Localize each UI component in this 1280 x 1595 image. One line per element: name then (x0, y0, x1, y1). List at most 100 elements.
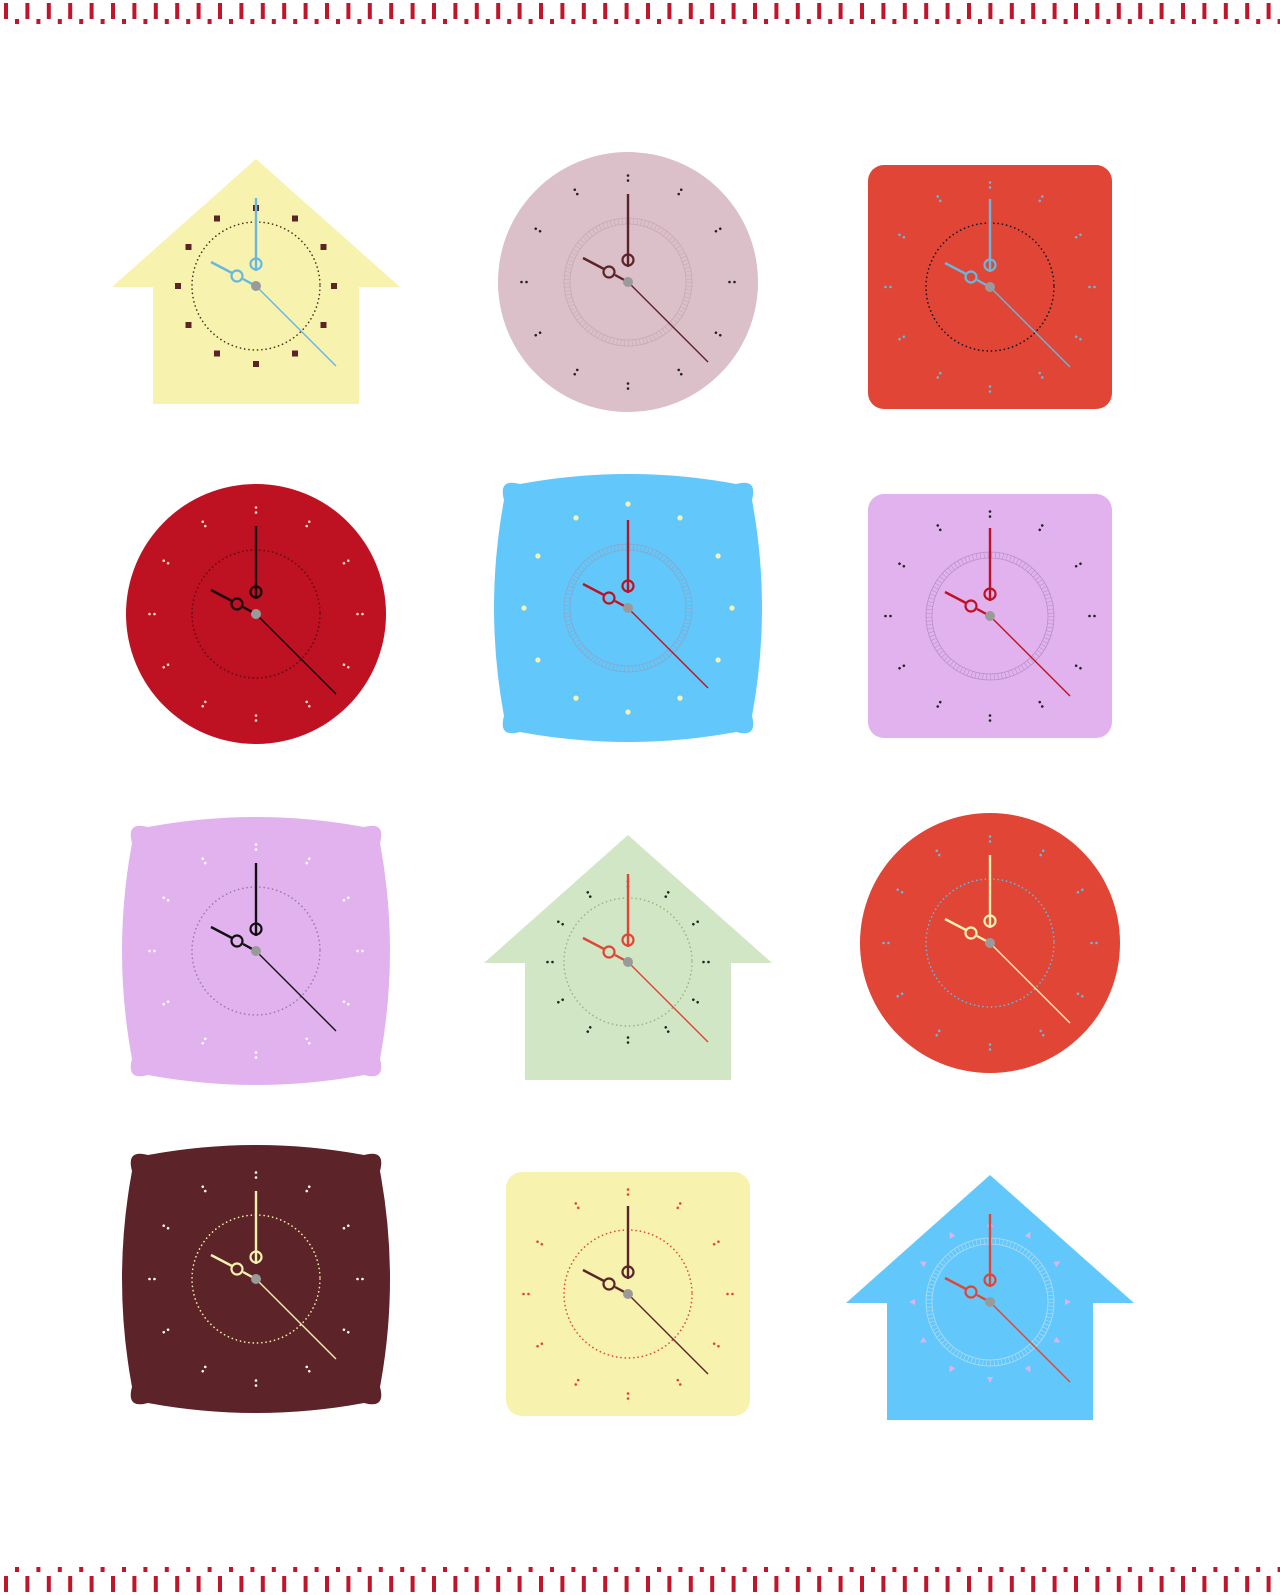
border-tick (271, 1567, 276, 1572)
border-dash (688, 1576, 693, 1592)
border-dash (303, 3, 308, 19)
clock-3 (868, 165, 1112, 409)
hour-marker (305, 520, 311, 528)
hour-marker (1039, 849, 1045, 857)
border-tick (1234, 1567, 1239, 1572)
border-tick (122, 1567, 126, 1572)
border-dash (646, 1576, 650, 1592)
border-tick (592, 1567, 597, 1572)
hour-marker (988, 385, 992, 393)
second-hand (627, 607, 709, 689)
clock-2 (498, 152, 758, 412)
border-tick (15, 1567, 19, 1572)
border-dash (1095, 3, 1100, 19)
border-dash (68, 3, 73, 19)
hour-marker (214, 350, 220, 357)
hour-marker (714, 331, 722, 337)
border-dash (1009, 3, 1014, 19)
hour-marker (574, 1202, 580, 1210)
hour-marker (949, 1365, 956, 1373)
border-dash (1181, 1576, 1185, 1592)
hour-marker (1074, 233, 1082, 239)
hour-hand-ring (602, 265, 616, 279)
hour-marker (162, 559, 170, 565)
border-dash (196, 1576, 201, 1592)
border-dash (1159, 1576, 1164, 1592)
border-dash (988, 3, 993, 19)
border-tick (57, 1567, 62, 1572)
border-dash (153, 1576, 158, 1592)
border-dash (753, 3, 757, 19)
border-dash (453, 1576, 458, 1592)
hour-marker (988, 835, 992, 843)
border-tick (464, 19, 469, 24)
hour-marker (254, 1051, 258, 1059)
border-tick (464, 1567, 469, 1572)
border-tick (913, 19, 918, 24)
border-dash (432, 1576, 436, 1592)
border-tick (592, 19, 597, 24)
hour-marker (201, 700, 207, 708)
minute-hand-ring (249, 585, 263, 599)
hour-marker (254, 1379, 258, 1387)
hour-hand (582, 1268, 605, 1283)
border-dash (838, 1576, 843, 1592)
border-tick (528, 1567, 533, 1572)
border-dash (624, 1576, 629, 1592)
border-dash (496, 3, 501, 19)
border-dash (1138, 3, 1143, 19)
hour-hand (582, 936, 605, 951)
border-tick (571, 19, 576, 24)
border-tick (271, 19, 276, 24)
border-tick (186, 1567, 191, 1572)
border-tick (357, 1567, 362, 1572)
hour-marker (715, 657, 721, 663)
clock-11 (506, 1172, 750, 1416)
border-tick (871, 19, 875, 24)
clock-10 (122, 1145, 390, 1413)
border-tick (550, 19, 554, 24)
border-dash (1138, 1576, 1143, 1592)
hour-marker (573, 188, 579, 196)
hour-hand (944, 1276, 967, 1291)
center-pivot (985, 611, 995, 621)
border-dash (367, 3, 372, 19)
second-hand (627, 281, 709, 363)
hour-marker (1088, 285, 1096, 289)
border-tick (357, 19, 362, 24)
hour-marker (677, 515, 683, 521)
border-dash (1223, 3, 1228, 19)
border-dash (795, 1576, 800, 1592)
border-tick (1020, 1567, 1025, 1572)
border-tick (400, 19, 405, 24)
border-tick (742, 19, 747, 24)
hour-marker (573, 515, 579, 521)
hour-marker (1076, 888, 1084, 894)
border-dash (881, 1576, 886, 1592)
hour-marker (305, 700, 311, 708)
border-tick (1170, 1567, 1175, 1572)
border-dash (988, 1576, 993, 1592)
border-tick (336, 19, 340, 24)
center-pivot (251, 946, 261, 956)
hour-hand (944, 590, 967, 605)
hour-marker (148, 949, 156, 953)
border-dash (517, 1576, 522, 1592)
hour-hand-ring (602, 1277, 616, 1291)
border-tick (507, 19, 512, 24)
border-dash (239, 1576, 244, 1592)
hour-marker (729, 605, 735, 611)
border-dash (25, 1576, 30, 1592)
hour-marker (1024, 1365, 1031, 1373)
border-dash (496, 1576, 501, 1592)
hour-hand (210, 260, 233, 275)
hour-marker (586, 891, 592, 898)
border-dash (795, 3, 800, 19)
hour-marker (896, 888, 904, 894)
border-dash (624, 3, 629, 19)
hour-marker (254, 714, 258, 722)
second-hand (255, 285, 337, 367)
border-dash (1223, 1576, 1228, 1592)
border-tick (1170, 19, 1175, 24)
border-dash (1202, 1576, 1207, 1592)
